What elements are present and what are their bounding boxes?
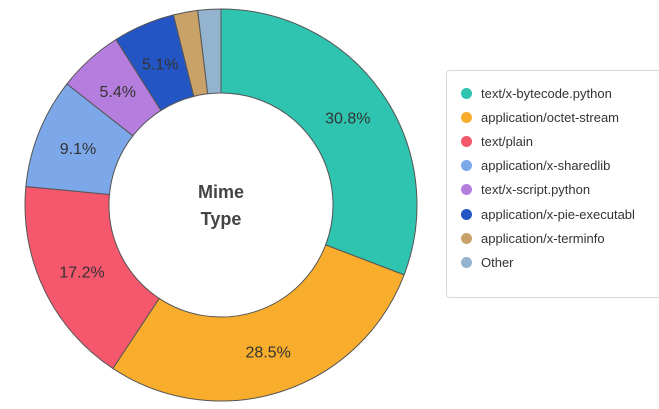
legend-swatch <box>461 136 472 147</box>
legend-swatch <box>461 160 472 171</box>
legend-swatch <box>461 209 472 220</box>
legend-item[interactable]: application/x-terminfo <box>461 226 659 250</box>
slice-value-label: 17.2% <box>59 264 104 281</box>
legend-swatch <box>461 88 472 99</box>
legend-item[interactable]: text/plain <box>461 129 659 153</box>
legend-item[interactable]: Other <box>461 250 659 274</box>
legend-label: text/x-bytecode.python <box>481 86 612 101</box>
legend-item[interactable]: text/x-bytecode.python <box>461 81 659 105</box>
slice-text-x-bytecode-python[interactable] <box>221 9 417 275</box>
legend-swatch <box>461 112 472 123</box>
legend-item[interactable]: application/octet-stream <box>461 105 659 129</box>
center-title-line-2: Type <box>201 209 242 229</box>
legend-swatch <box>461 233 472 244</box>
legend-label: text/plain <box>481 134 533 149</box>
legend-label: text/x-script.python <box>481 182 590 197</box>
legend-label: application/x-terminfo <box>481 231 605 246</box>
legend-item[interactable]: application/x-sharedlib <box>461 154 659 178</box>
slice-value-label: 30.8% <box>325 111 370 128</box>
slice-application-octet-stream[interactable] <box>113 245 404 401</box>
legend-item[interactable]: text/x-script.python <box>461 178 659 202</box>
legend-swatch <box>461 257 472 268</box>
legend-swatch <box>461 184 472 195</box>
chart-legend: text/x-bytecode.python application/octet-… <box>446 70 659 298</box>
legend-item[interactable]: application/x-pie-executabl <box>461 202 659 226</box>
donut-chart: 30.8% 28.5% 17.2% 9.1% 5.4% 5.1% Mime Type <box>0 0 440 409</box>
legend-label: application/x-sharedlib <box>481 158 610 173</box>
center-title-line-1: Mime <box>198 182 244 202</box>
legend-label: application/octet-stream <box>481 110 619 125</box>
slice-value-label: 5.1% <box>142 56 178 73</box>
legend-label: Other <box>481 255 514 270</box>
donut-slices <box>25 9 417 401</box>
slice-value-label: 9.1% <box>60 141 96 158</box>
legend-label: application/x-pie-executabl <box>481 207 635 222</box>
slice-value-label: 28.5% <box>245 345 290 362</box>
slice-value-label: 5.4% <box>99 84 135 101</box>
